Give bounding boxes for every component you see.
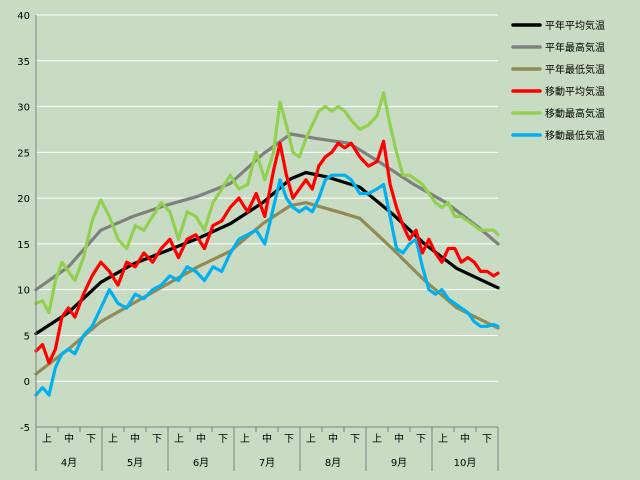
y-tick-label: 35 (17, 57, 30, 68)
x-month-label: 10月 (454, 457, 477, 469)
legend-label: 移動最高気温 (545, 107, 605, 120)
series-line (34, 173, 500, 397)
legend-label: 平年平均気温 (545, 19, 605, 32)
legend-label: 移動最低気温 (545, 129, 605, 142)
x-period-label: 上 (174, 433, 184, 445)
x-period-label: 上 (108, 433, 118, 445)
legend-label: 平年最低気温 (545, 63, 605, 76)
x-month-label: 5月 (127, 457, 143, 469)
x-period-label: 中 (394, 432, 404, 445)
x-period-label: 上 (438, 433, 448, 445)
x-period-label: 中 (130, 432, 140, 445)
x-month-label: 4月 (61, 457, 77, 469)
series-line (34, 139, 500, 365)
x-period-label: 下 (482, 434, 492, 445)
x-period-label: 下 (416, 434, 426, 445)
y-tick-label: 15 (17, 240, 30, 251)
legend-label: 移動平均気温 (545, 85, 605, 98)
series-layer (34, 91, 500, 397)
series-line (34, 201, 500, 376)
y-tick-label: 5 (24, 331, 30, 342)
y-tick-label: 10 (17, 286, 30, 297)
x-period-label: 上 (306, 433, 316, 445)
legend-label: 平年最高気温 (545, 41, 605, 54)
y-tick-label: 0 (24, 377, 30, 388)
x-period-label: 下 (218, 434, 228, 445)
x-month-label: 8月 (325, 457, 341, 469)
x-period-label: 中 (262, 432, 272, 445)
y-tick-label: 30 (17, 103, 30, 114)
x-month-label: 6月 (193, 457, 209, 469)
x-month-label: 9月 (391, 457, 407, 469)
x-period-label: 下 (152, 434, 162, 445)
y-tick-label: -5 (20, 423, 30, 434)
x-period-label: 中 (328, 432, 338, 445)
y-tick-label: 25 (17, 148, 30, 159)
x-period-label: 中 (64, 432, 74, 445)
x-period-label: 下 (284, 434, 294, 445)
x-period-label: 中 (460, 432, 470, 445)
x-period-label: 上 (42, 433, 52, 445)
x-month-label: 7月 (259, 457, 275, 469)
x-period-label: 上 (372, 433, 382, 445)
y-tick-label: 40 (17, 11, 30, 22)
x-period-label: 上 (240, 433, 250, 445)
x-period-label: 下 (86, 434, 96, 445)
series-line (34, 91, 500, 315)
axis-layer: -50510152025303540上中下上中下上中下上中下上中下上中下上中下4… (17, 11, 499, 471)
x-period-label: 中 (196, 432, 206, 445)
y-tick-label: 20 (17, 194, 30, 205)
x-period-label: 下 (350, 434, 360, 445)
